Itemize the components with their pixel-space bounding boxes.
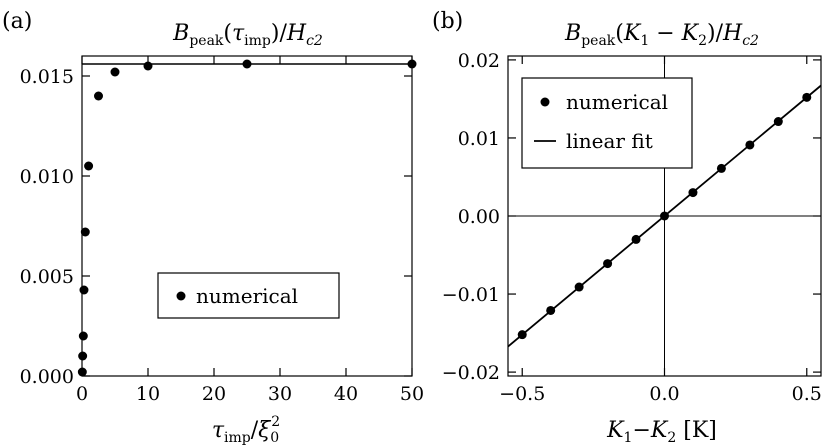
- panel-a-x-tick-label: 40: [334, 383, 358, 405]
- panel-b-data-point: [631, 234, 641, 244]
- panel-a-x-axis: 0 10 20 30 40 50: [76, 56, 424, 405]
- panel-a-data-point: [94, 91, 103, 101]
- panel-b-label: (b): [432, 9, 463, 34]
- panel-a-plot-frame: [81, 55, 413, 377]
- panel-b-y-tick-label: 0.00: [458, 206, 500, 228]
- panel-b-x-tick-label: 0.0: [649, 383, 679, 405]
- panel-a-y-tick-label: 0.010: [20, 166, 74, 188]
- panel-b-data-point: [660, 211, 669, 221]
- panel-a-y-axis: 0.000 0.005 0.010 0.015: [20, 66, 412, 388]
- panel-b-data-point: [802, 92, 812, 102]
- panel-b-legend-marker-numerical: [540, 97, 550, 107]
- panel-b-data-point: [517, 330, 527, 340]
- panel-b: (b) Bpeak(K1 − K2)/Hc2 −0.5 0.0 0.5 −0.02−…: [432, 9, 822, 446]
- panel-a-data-point: [80, 227, 90, 237]
- panel-a-label: (a): [2, 9, 32, 34]
- panel-b-data-point: [546, 305, 556, 315]
- panel-a-legend: numerical: [157, 272, 340, 319]
- panel-b-data-point: [603, 259, 613, 269]
- panel-b-data-point: [688, 188, 698, 198]
- panel-b-data-point: [716, 163, 726, 173]
- panel-a-x-tick-label: 50: [400, 383, 424, 405]
- panel-a-title: Bpeak(τimp)/Hc2: [172, 21, 323, 49]
- panel-b-x-label: K1−K2 [K]: [606, 418, 717, 446]
- panel-a-x-tick-label: 10: [136, 383, 160, 405]
- panel-b-x-tick-label: −0.5: [499, 383, 545, 405]
- panel-b-legend-box: [521, 77, 693, 169]
- panel-a-legend-marker: [176, 291, 186, 301]
- panel-b-y-tick-label: −0.02: [442, 362, 500, 384]
- panel-a-data-points: [77, 59, 417, 377]
- panel-a-data-point: [110, 67, 120, 77]
- panel-a-legend-label: numerical: [196, 284, 298, 308]
- panel-b-y-tick-label: 0.01: [458, 128, 500, 150]
- panel-b-y-tick-label: 0.02: [458, 50, 500, 72]
- panel-b-y-axis: −0.02 −0.01 0.00 0.01 0.02: [442, 50, 821, 384]
- panel-a-x-label: τimp/ξ02: [212, 414, 280, 446]
- panel-a-y-tick-label: 0.005: [20, 266, 74, 288]
- panel-b-data-point: [745, 140, 755, 150]
- panel-a-data-point: [77, 367, 87, 377]
- panel-a-x-tick-label: 20: [202, 383, 226, 405]
- panel-b-legend-label-fit: linear fit: [566, 129, 653, 153]
- panel-b-data-point: [574, 282, 584, 292]
- panel-a-legend-box: [157, 272, 340, 319]
- panel-a-data-point: [78, 351, 88, 361]
- panel-a-data-point: [79, 285, 89, 295]
- panel-b-title: Bpeak(K1 − K2)/Hc2: [564, 21, 759, 49]
- panel-a-data-point: [242, 59, 252, 69]
- panel-a-y-tick-label: 0.000: [20, 366, 74, 388]
- panel-a-data-point: [78, 331, 88, 341]
- panel-b-data-point: [773, 117, 783, 127]
- panel-b-x-tick-label: 0.5: [792, 383, 822, 405]
- panel-a-data-point: [143, 61, 153, 71]
- panel-a-data-point: [407, 59, 417, 69]
- panel-a-data-point: [84, 161, 94, 171]
- panel-b-data-points: [517, 92, 812, 340]
- panel-a: (a) Bpeak(τimp)/Hc2 0 10 20 30 40 50 0.0000.0…: [2, 9, 424, 446]
- panel-b-x-axis: −0.5 0.0 0.5: [499, 56, 822, 405]
- panel-b-legend-label-numerical: numerical: [566, 90, 668, 114]
- panel-a-y-tick-label: 0.015: [20, 66, 74, 88]
- panel-b-y-tick-label: −0.01: [442, 284, 500, 306]
- panel-b-legend: numerical linear fit: [521, 77, 693, 169]
- panel-a-x-tick-label: 0: [76, 383, 88, 405]
- panel-a-x-tick-label: 30: [268, 383, 292, 405]
